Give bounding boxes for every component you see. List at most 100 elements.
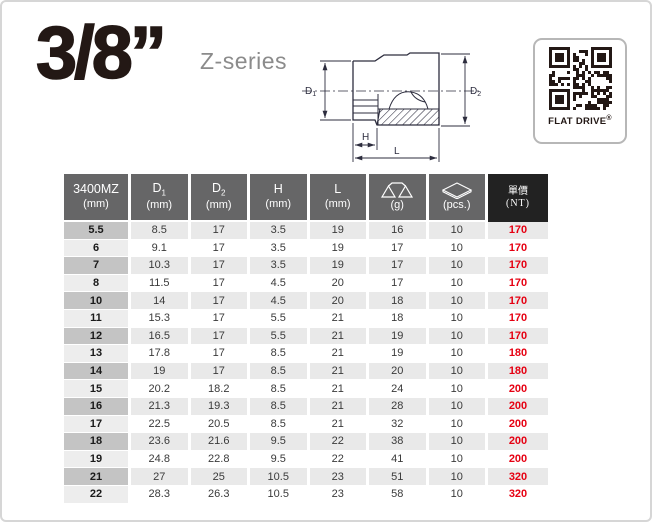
- table-cell: 10: [428, 292, 485, 309]
- table-cell: 4.5: [250, 274, 307, 292]
- table-cell: 10: [428, 485, 485, 503]
- price-cell: 170: [488, 292, 548, 309]
- dim-label-l: L: [394, 146, 400, 157]
- table-cell: 19: [369, 327, 426, 345]
- table-cell: 17: [190, 274, 247, 292]
- table-cell: 23.6: [131, 433, 188, 450]
- table-cell: 26.3: [190, 485, 247, 503]
- table-cell: 28: [369, 397, 426, 415]
- table-cell: 10: [428, 415, 485, 433]
- table-cell: 8.5: [131, 222, 188, 239]
- size-cell: 11: [64, 309, 128, 327]
- table-cell: 18: [369, 309, 426, 327]
- table-row: 13 17.8 17 8.5 21 19 10 180: [64, 345, 548, 362]
- size-cell: 6: [64, 239, 128, 257]
- table-cell: 19.3: [190, 397, 247, 415]
- table-cell: 10: [428, 380, 485, 397]
- table-cell: 22: [309, 433, 366, 450]
- socket-outline: [352, 52, 440, 126]
- table-cell: 20: [309, 274, 366, 292]
- dim-label-d2: D2: [470, 86, 481, 98]
- dimension-lines: [302, 53, 482, 162]
- size-cell: 21: [64, 468, 128, 485]
- table-cell: 21: [309, 397, 366, 415]
- table-cell: 17.8: [131, 345, 188, 362]
- size-cell: 18: [64, 433, 128, 450]
- price-cell: 170: [488, 309, 548, 327]
- table-cell: 10: [428, 222, 485, 239]
- table-row: 19 24.8 22.8 9.5 22 41 10 200: [64, 450, 548, 468]
- box-icon: [441, 182, 473, 199]
- table-cell: 3.5: [250, 257, 307, 274]
- price-cell: 200: [488, 415, 548, 433]
- size-cell: 10: [64, 292, 128, 309]
- table-cell: 21: [309, 345, 366, 362]
- table-cell: 20.5: [190, 415, 247, 433]
- table-cell: 16: [369, 222, 426, 239]
- table-cell: 18: [369, 292, 426, 309]
- table-row: 10 14 17 4.5 20 18 10 170: [64, 292, 548, 309]
- table-cell: 3.5: [250, 222, 307, 239]
- table-cell: 10: [428, 327, 485, 345]
- table-cell: 10.5: [250, 468, 307, 485]
- table-cell: 10: [428, 362, 485, 380]
- table-cell: 9.5: [250, 433, 307, 450]
- table-cell: 8.5: [250, 345, 307, 362]
- table-cell: 23: [309, 468, 366, 485]
- table-cell: 22.5: [131, 415, 188, 433]
- table-cell: 10: [428, 274, 485, 292]
- dim-label-h: H: [362, 132, 369, 143]
- table-cell: 19: [309, 222, 366, 239]
- table-row: 18 23.6 21.6 9.5 22 38 10 200: [64, 433, 548, 450]
- table-cell: 5.5: [250, 327, 307, 345]
- table-cell: 10: [428, 345, 485, 362]
- size-cell: 12: [64, 327, 128, 345]
- table-cell: 38: [369, 433, 426, 450]
- table-row: 17 22.5 20.5 8.5 21 32 10 200: [64, 415, 548, 433]
- table-cell: 24.8: [131, 450, 188, 468]
- header-cell: (pcs.): [428, 174, 485, 220]
- size-cell: 7: [64, 257, 128, 274]
- table-cell: 20: [309, 292, 366, 309]
- table-cell: 17: [190, 292, 247, 309]
- dim-label-d1: D1: [305, 86, 316, 98]
- size-cell: 15: [64, 380, 128, 397]
- table-cell: 19: [309, 239, 366, 257]
- table-row: 8 11.5 17 4.5 20 17 10 170: [64, 274, 548, 292]
- table-cell: 10: [428, 468, 485, 485]
- price-cell: 200: [488, 380, 548, 397]
- scale-icon: [380, 182, 414, 199]
- table-cell: 10: [428, 309, 485, 327]
- price-cell: 170: [488, 239, 548, 257]
- table-cell: 17: [369, 274, 426, 292]
- table-cell: 11.5: [131, 274, 188, 292]
- table-row: 15 20.2 18.2 8.5 21 24 10 200: [64, 380, 548, 397]
- price-cell: 170: [488, 327, 548, 345]
- table-row: 11 15.3 17 5.5 21 18 10 170: [64, 309, 548, 327]
- table-cell: 8.5: [250, 415, 307, 433]
- table-cell: 22.8: [190, 450, 247, 468]
- price-cell: 200: [488, 450, 548, 468]
- size-cell: 22: [64, 485, 128, 503]
- table-cell: 19: [309, 257, 366, 274]
- table-cell: 4.5: [250, 292, 307, 309]
- size-cell: 13: [64, 345, 128, 362]
- table-cell: 41: [369, 450, 426, 468]
- table-cell: 17: [190, 327, 247, 345]
- table-cell: 21.3: [131, 397, 188, 415]
- header-cell: H (mm): [250, 174, 307, 220]
- table-cell: 17: [190, 362, 247, 380]
- table-cell: 19: [131, 362, 188, 380]
- table-cell: 10: [428, 257, 485, 274]
- table-cell: 20: [369, 362, 426, 380]
- table-cell: 10: [428, 239, 485, 257]
- table-cell: 19: [369, 345, 426, 362]
- socket-diagram: D1 D2 H L: [302, 52, 482, 162]
- table-cell: 17: [190, 309, 247, 327]
- table-row: 6 9.1 17 3.5 19 17 10 170: [64, 239, 548, 257]
- header-cell: 單價 (NT): [488, 174, 548, 222]
- header-cell: 3400MZ (mm): [64, 174, 128, 220]
- table-cell: 9.1: [131, 239, 188, 257]
- table-cell: 21: [309, 362, 366, 380]
